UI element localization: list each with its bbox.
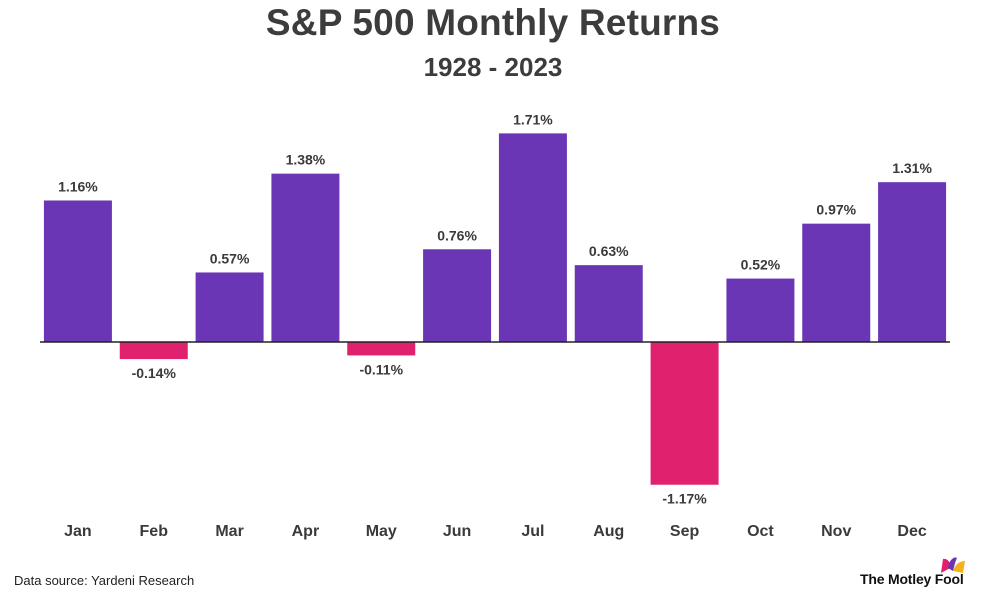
data-label-nov: 0.97% bbox=[816, 202, 856, 218]
x-tick-jul: Jul bbox=[521, 523, 544, 540]
data-label-may: -0.11% bbox=[359, 361, 403, 377]
x-tick-jan: Jan bbox=[64, 523, 92, 540]
data-label-jan: 1.16% bbox=[58, 178, 98, 194]
x-tick-jun: Jun bbox=[443, 523, 471, 540]
chart-title: S&P 500 Monthly Returns bbox=[265, 2, 721, 43]
bar-jan bbox=[43, 200, 112, 342]
x-tick-aug: Aug bbox=[593, 523, 624, 540]
data-label-aug: 0.63% bbox=[589, 243, 629, 259]
bar-oct bbox=[726, 278, 795, 342]
x-tick-nov: Nov bbox=[821, 523, 851, 540]
bar-jun bbox=[423, 249, 492, 342]
bar-aug bbox=[574, 265, 643, 342]
data-label-dec: 1.31% bbox=[892, 160, 932, 176]
bar-apr bbox=[271, 173, 340, 342]
x-tick-sep: Sep bbox=[670, 523, 700, 540]
data-label-oct: 0.52% bbox=[741, 257, 781, 273]
x-tick-dec: Dec bbox=[897, 523, 926, 540]
x-tick-feb: Feb bbox=[140, 523, 169, 540]
brand-name: The Motley Fool bbox=[860, 571, 964, 587]
bar-may bbox=[347, 342, 416, 356]
data-label-sep: -1.17% bbox=[662, 491, 707, 507]
data-source: Data source: Yardeni Research bbox=[14, 573, 195, 588]
bar-sep bbox=[650, 342, 719, 485]
data-label-jun: 0.76% bbox=[437, 227, 477, 243]
bar-nov bbox=[802, 223, 871, 342]
bar-dec bbox=[878, 182, 947, 342]
data-label-apr: 1.38% bbox=[286, 152, 326, 168]
data-label-mar: 0.57% bbox=[210, 250, 250, 266]
data-label-feb: -0.14% bbox=[132, 365, 177, 381]
jester-hat-logo-icon bbox=[941, 557, 965, 573]
bar-mar bbox=[195, 272, 264, 342]
x-tick-mar: Mar bbox=[215, 523, 243, 540]
chart-subtitle: 1928 - 2023 bbox=[423, 52, 563, 82]
data-label-jul: 1.71% bbox=[513, 111, 553, 127]
bar-feb bbox=[119, 342, 188, 360]
x-tick-oct: Oct bbox=[747, 523, 774, 540]
x-tick-may: May bbox=[366, 523, 397, 540]
x-tick-apr: Apr bbox=[292, 523, 320, 540]
bar-jul bbox=[498, 133, 567, 342]
